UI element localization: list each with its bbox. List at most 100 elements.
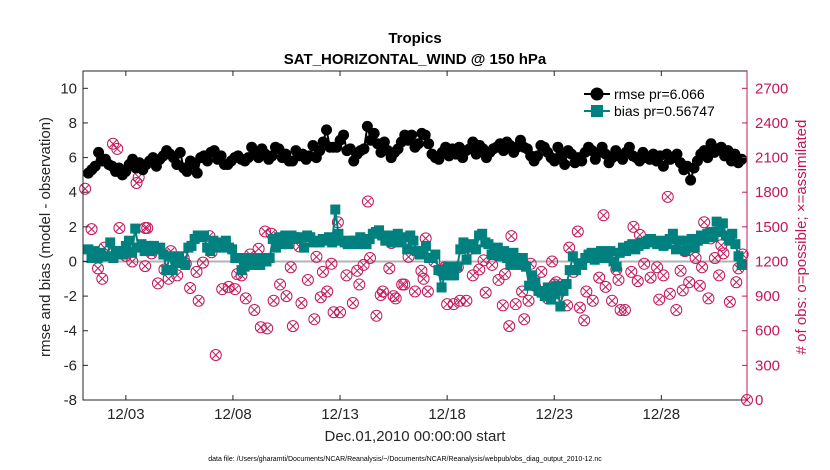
bias-point [249, 259, 260, 270]
obs-count-point [374, 288, 387, 301]
bias-point [199, 230, 210, 241]
bias-point [677, 235, 688, 246]
obs-assimilated-x [627, 268, 636, 276]
right-tick-label: 1500 [755, 219, 788, 236]
obs-assimilated-x [276, 280, 284, 289]
bias-point [517, 253, 528, 264]
obs-assimilated-x [323, 287, 332, 296]
right-axis-ticks: 0 300 600 900 1200 1500 1800 2100 2400 2700 [742, 80, 788, 409]
obs-assimilated-x [173, 271, 182, 280]
obs-assimilated-x [717, 241, 726, 250]
obs-count-point [614, 303, 627, 316]
obs-possible-circle [209, 348, 222, 361]
obs-assimilated-x [154, 279, 162, 288]
obs-assimilated-x [199, 258, 207, 267]
obs-assimilated-x [186, 284, 194, 292]
bias-point [377, 230, 388, 241]
obs-count-point [453, 294, 466, 307]
obs-count-point [327, 306, 340, 319]
rmse-point [736, 153, 748, 165]
bias-point [380, 235, 391, 246]
rmse-point [576, 155, 588, 167]
obs-assimilated-x [646, 273, 655, 282]
obs-assimilated-x [479, 256, 488, 265]
obs-possible-circle [580, 285, 593, 298]
obs-assimilated-x [576, 303, 584, 312]
obs-possible-circle [723, 295, 736, 308]
obs-assimilated-x [599, 211, 608, 220]
obs-possible-circle [346, 297, 359, 310]
obs-count-point [593, 271, 606, 284]
rmse-point [191, 167, 203, 179]
bias-point [514, 259, 525, 270]
obs-assimilated-x [385, 264, 394, 273]
obs-count-point [578, 314, 591, 327]
bias-point [542, 282, 553, 293]
bias-point [386, 237, 397, 248]
obs-assimilated-x [488, 261, 496, 269]
obs-assimilated-x [400, 280, 409, 289]
obs-count-point [580, 285, 593, 298]
left-tick-label: -4 [64, 323, 77, 340]
rmse-point [419, 129, 431, 141]
rmse-point [321, 124, 333, 136]
bias-point [186, 240, 197, 251]
x-tick-label: 12/13 [321, 406, 359, 423]
bias-point [439, 270, 450, 281]
obs-count-point [353, 278, 366, 291]
obs-possible-circle [676, 284, 689, 297]
obs-possible-circle [571, 225, 584, 238]
obs-assimilated-x [319, 268, 327, 276]
bias-point [295, 232, 306, 243]
bias-point [461, 254, 472, 265]
bias-point [680, 246, 691, 257]
obs-assimilated-x [261, 227, 269, 236]
obs-possible-circle [280, 290, 293, 303]
obs-count-point [387, 290, 400, 303]
obs-assimilated-x [696, 281, 704, 290]
obs-count-point [286, 320, 299, 333]
bias-point [205, 246, 216, 257]
bias-point [686, 233, 697, 244]
obs-possible-circle [479, 286, 492, 299]
bias-point [158, 249, 169, 260]
bias-point [227, 244, 238, 255]
bias-point [120, 240, 131, 251]
obs-possible-circle [618, 303, 631, 316]
bias-point [545, 294, 556, 305]
obs-assimilated-x [336, 308, 344, 317]
obs-assimilated-x [269, 296, 278, 305]
bias-point [170, 258, 181, 269]
obs-possible-circle [139, 260, 152, 273]
obs-count-point [631, 275, 644, 288]
right-tick-label: 2400 [755, 115, 788, 132]
legend-rmse-label: rmse pr=6.066 [614, 86, 705, 102]
obs-possible-circle [295, 297, 308, 310]
obs-assimilated-x [379, 287, 387, 296]
obs-possible-circle [190, 265, 203, 278]
data-file-footnote: data file: /Users/gharamti/Documents/NCA… [208, 456, 602, 463]
bias-point [699, 233, 710, 244]
obs-count-point [321, 285, 334, 298]
bias-point [599, 253, 610, 264]
obs-assimilated-x [580, 316, 589, 325]
obs-assimilated-x [636, 231, 644, 239]
obs-count-point [310, 250, 323, 263]
bias-point [502, 253, 513, 264]
bias-point [164, 251, 175, 262]
obs-possible-circle [389, 292, 402, 305]
bias-point [714, 227, 725, 238]
obs-possible-circle [151, 277, 164, 290]
obs-count-point [546, 255, 559, 268]
x-axis-ticks: 12/03 12/08 12/13 12/18 12/23 12/28 [107, 71, 680, 423]
obs-count-point [308, 313, 321, 326]
obs-possible-circle [460, 294, 473, 307]
obs-count-point [698, 216, 711, 229]
obs-count-point [522, 294, 535, 307]
obs-assimilated-x [141, 224, 149, 232]
obs-possible-circle [698, 216, 711, 229]
rmse-point [361, 120, 373, 132]
bias-point [117, 249, 128, 260]
bias-point [561, 278, 572, 289]
right-tick-label: 2700 [755, 80, 788, 97]
